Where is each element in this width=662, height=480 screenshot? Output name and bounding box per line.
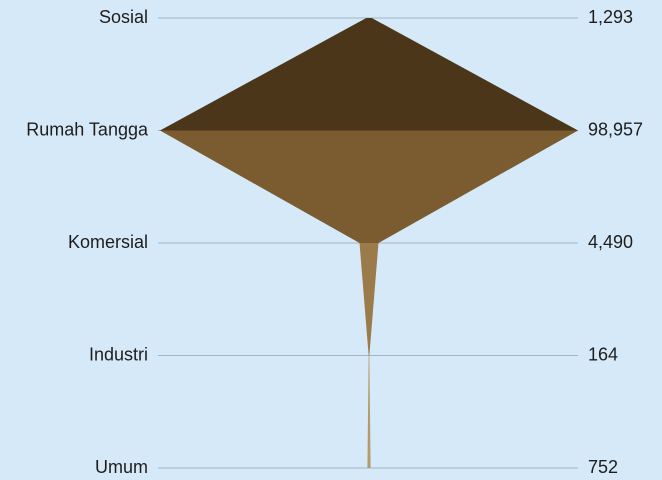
value-label: 98,957 [588, 119, 643, 139]
category-label: Komersial [68, 232, 148, 252]
funnel-segment [160, 130, 578, 243]
value-label: 164 [588, 344, 618, 364]
category-label: Sosial [99, 7, 148, 27]
category-label: Rumah Tangga [26, 119, 149, 139]
category-label: Umum [95, 457, 148, 477]
funnel-segment [359, 243, 379, 356]
value-label: 4,490 [588, 232, 633, 252]
category-label: Industri [89, 344, 148, 364]
funnel-segment [160, 18, 578, 131]
value-label: 1,293 [588, 7, 633, 27]
value-label: 752 [588, 457, 618, 477]
funnel-segment [367, 355, 371, 468]
